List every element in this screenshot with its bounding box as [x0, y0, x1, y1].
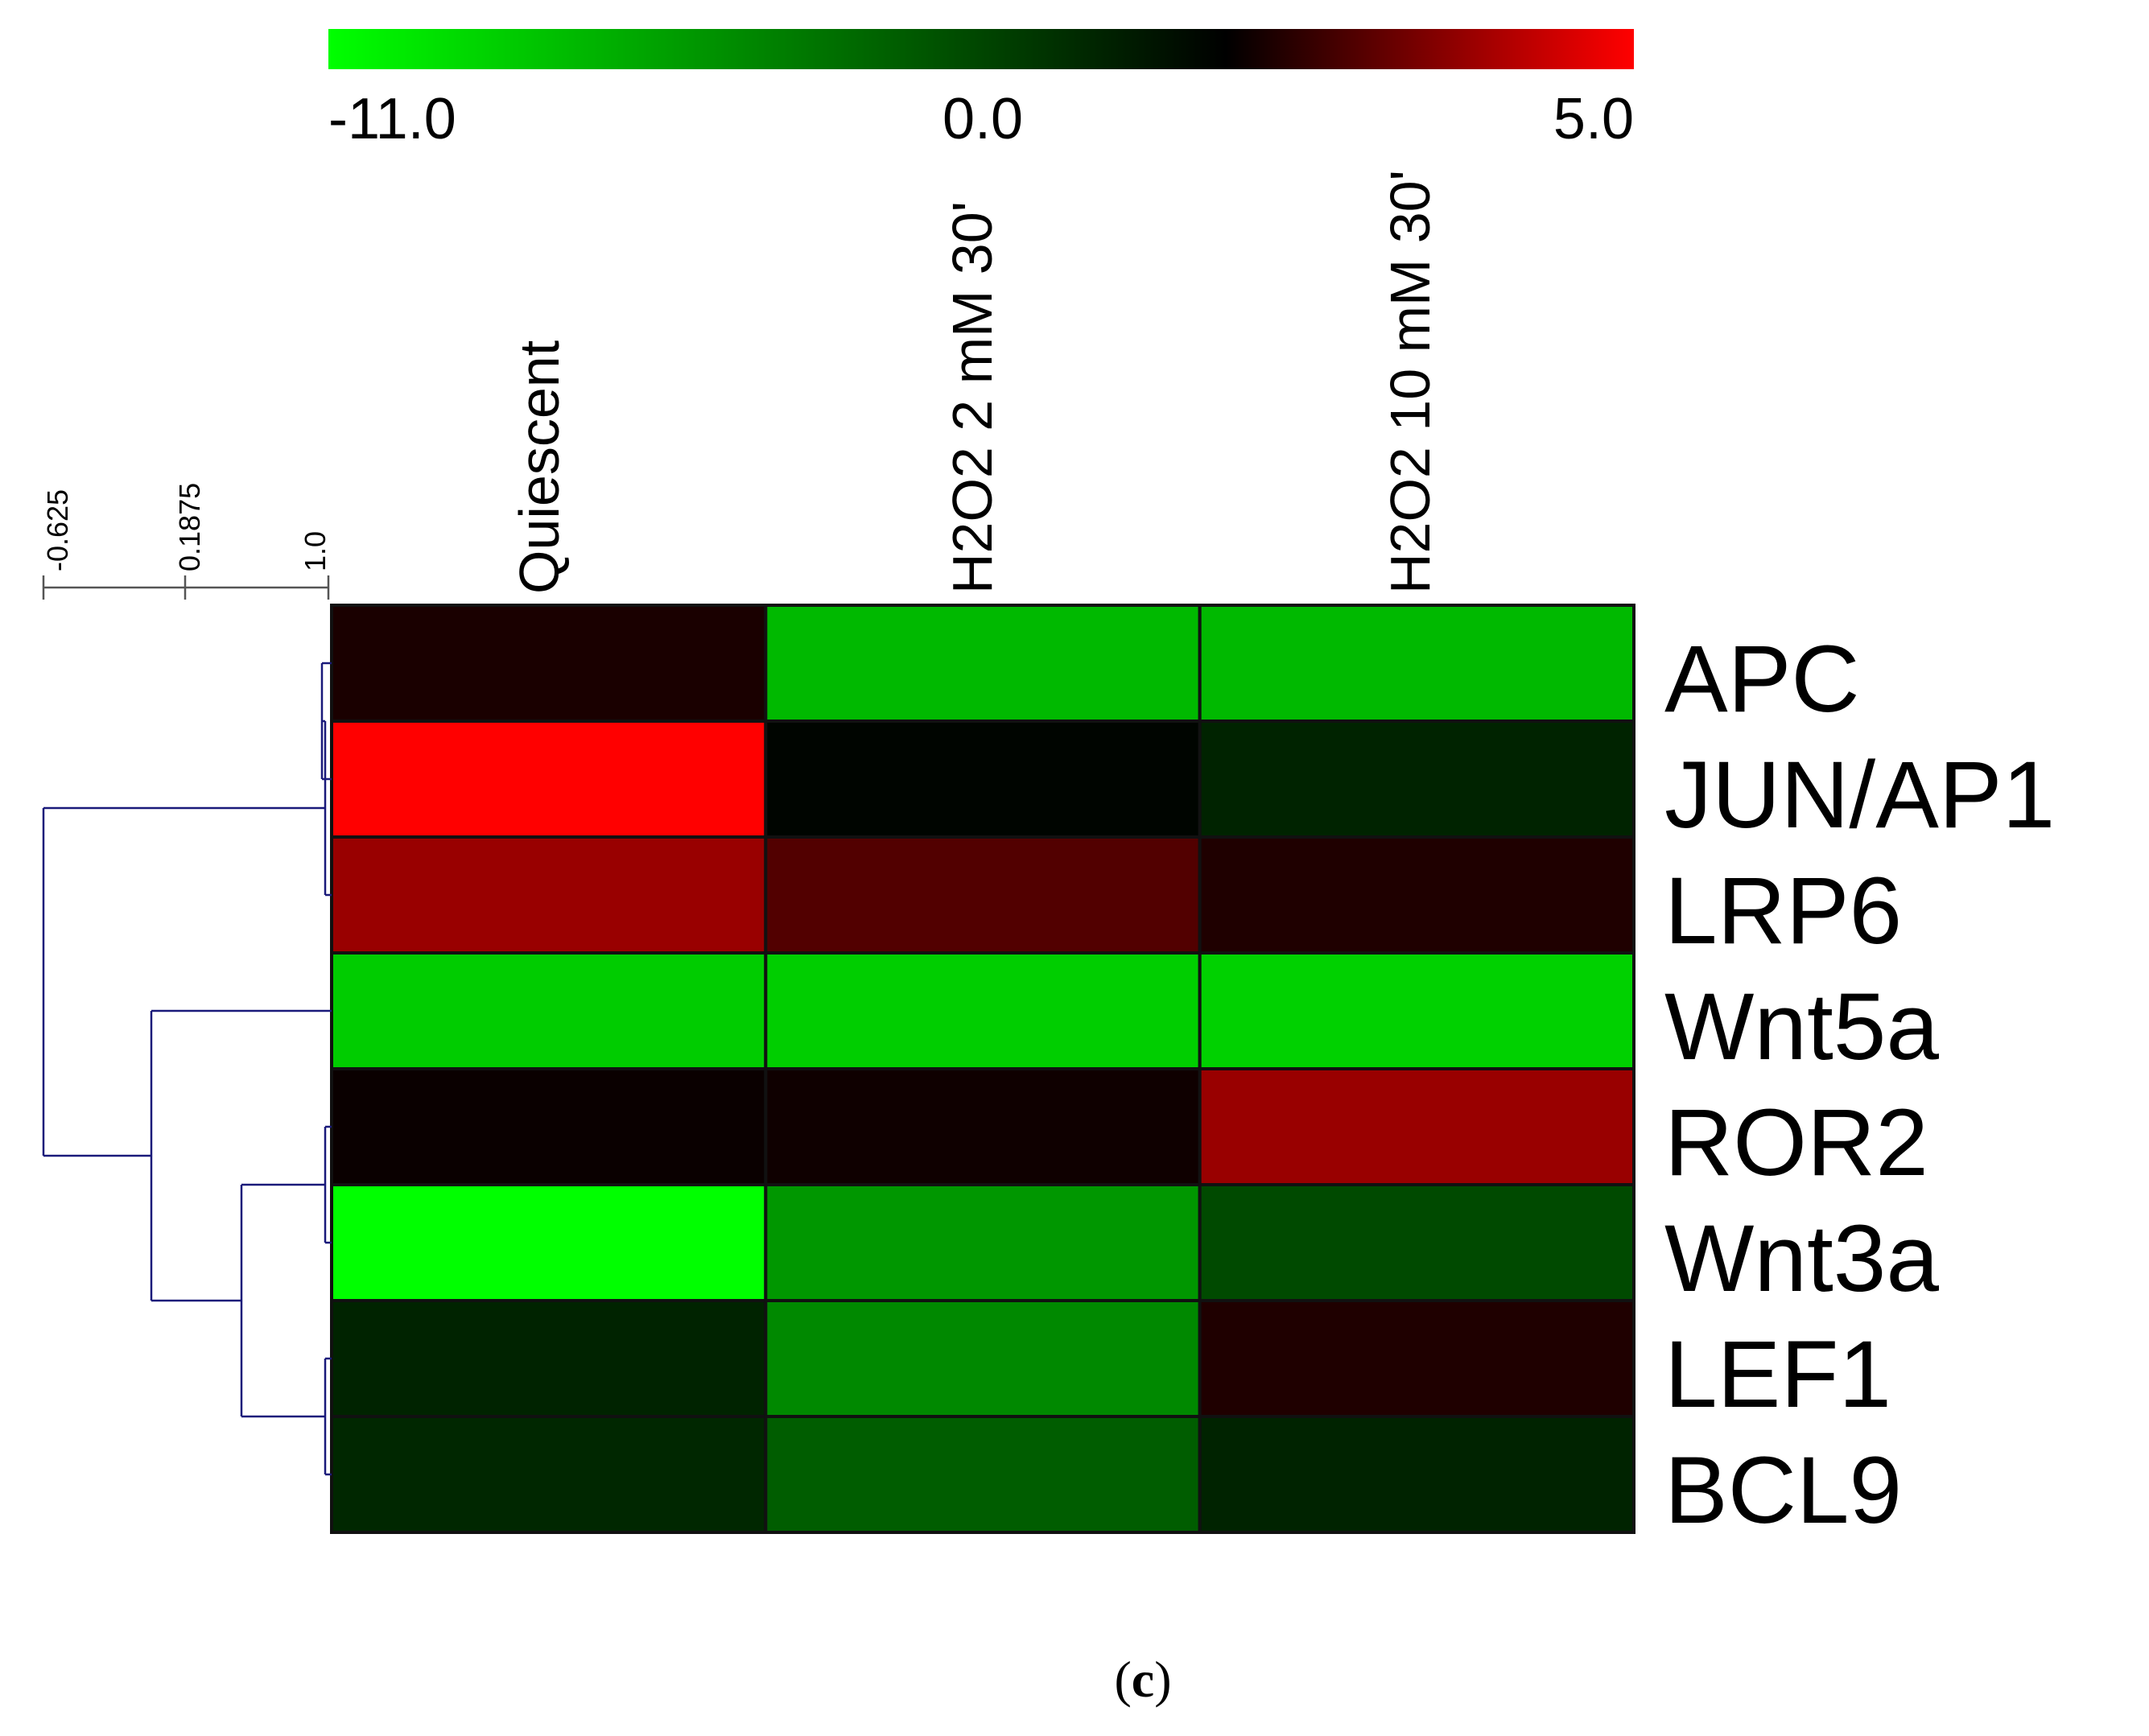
row-label-wnt3a: Wnt3a [1664, 1206, 1939, 1312]
heatmap-cell-bcl9-col2 [764, 1415, 1202, 1534]
heatmap-cell-wnt5a-col3 [1198, 951, 1635, 1070]
column-label-h2o2-2mm: H2O2 2 mM 30' [941, 201, 1004, 594]
color-scale-min-label: -11.0 [328, 87, 456, 151]
heatmap-cell-bcl9-col1 [330, 1415, 768, 1534]
column-labels: Quiescent H2O2 2 mM 30' H2O2 10 mM 30' [508, 170, 1442, 594]
row-label-wnt5a: Wnt5a [1664, 974, 1939, 1080]
dendrogram-tick-0: -0.625 [41, 489, 74, 571]
heatmap-cell-ror2-col3 [1198, 1067, 1635, 1186]
heatmap-cell-apc-col1 [330, 604, 768, 723]
heatmap-cell-lef1-col2 [764, 1299, 1202, 1418]
row-label-ror2: ROR2 [1664, 1090, 1928, 1196]
dendrogram-scale [42, 575, 330, 600]
heatmap-cell-jun-ap1-col3 [1198, 720, 1635, 839]
heatmap-cell-ror2-col2 [764, 1067, 1202, 1186]
heatmap-cell-lef1-col1 [330, 1299, 768, 1418]
heatmap-border [330, 604, 1635, 1534]
dendrogram-tick-2: 1.0 [299, 531, 332, 571]
column-label-quiescent: Quiescent [508, 340, 571, 594]
heatmap-cell-wnt3a-col3 [1198, 1183, 1635, 1302]
heatmap-cell-ror2-col1 [330, 1067, 768, 1186]
row-label-jun-ap1: JUN/AP1 [1664, 742, 2055, 848]
heatmap-cell-jun-ap1-col1 [330, 720, 768, 839]
row-label-lef1: LEF1 [1664, 1322, 1891, 1428]
column-label-h2o2-10mm: H2O2 10 mM 30' [1379, 170, 1442, 594]
heatmap-cell-lrp6-col2 [764, 835, 1202, 955]
color-scale-mid-label: 0.0 [943, 87, 1023, 151]
row-label-bcl9: BCL9 [1664, 1437, 1902, 1544]
heatmap-cell-jun-ap1-col2 [764, 720, 1202, 839]
heatmap-cell-lef1-col3 [1198, 1299, 1635, 1418]
heatmap-cell-wnt5a-col1 [330, 951, 768, 1070]
heatmap-cell-wnt3a-col1 [330, 1183, 768, 1302]
heatmap-cells [330, 604, 1635, 1534]
color-scale: -11.0 0.0 5.0 [328, 29, 1634, 151]
row-label-lrp6: LRP6 [1664, 858, 1902, 964]
heatmap-cell-lrp6-col3 [1198, 835, 1635, 955]
color-scale-max-label: 5.0 [1553, 87, 1634, 151]
heatmap-cell-wnt3a-col2 [764, 1183, 1202, 1302]
heatmap-cell-lrp6-col1 [330, 835, 768, 955]
row-label-apc: APC [1664, 626, 1860, 732]
heatmap-cell-apc-col3 [1198, 604, 1635, 723]
heatmap-cell-apc-col2 [764, 604, 1202, 723]
dendrogram-tick-1: 0.1875 [173, 483, 206, 571]
heatmap-cell-wnt5a-col2 [764, 951, 1202, 1070]
row-labels: APC JUN/AP1 LRP6 Wnt5a ROR2 Wnt3a LEF1 B… [1664, 626, 2055, 1544]
heatmap-cell-bcl9-col3 [1198, 1415, 1635, 1534]
panel-label: (c) [1114, 1651, 1171, 1708]
dendrogram-tick-labels: -0.625 0.1875 1.0 [41, 483, 332, 571]
color-scale-bar [328, 29, 1634, 69]
row-dendrogram [42, 575, 332, 1476]
